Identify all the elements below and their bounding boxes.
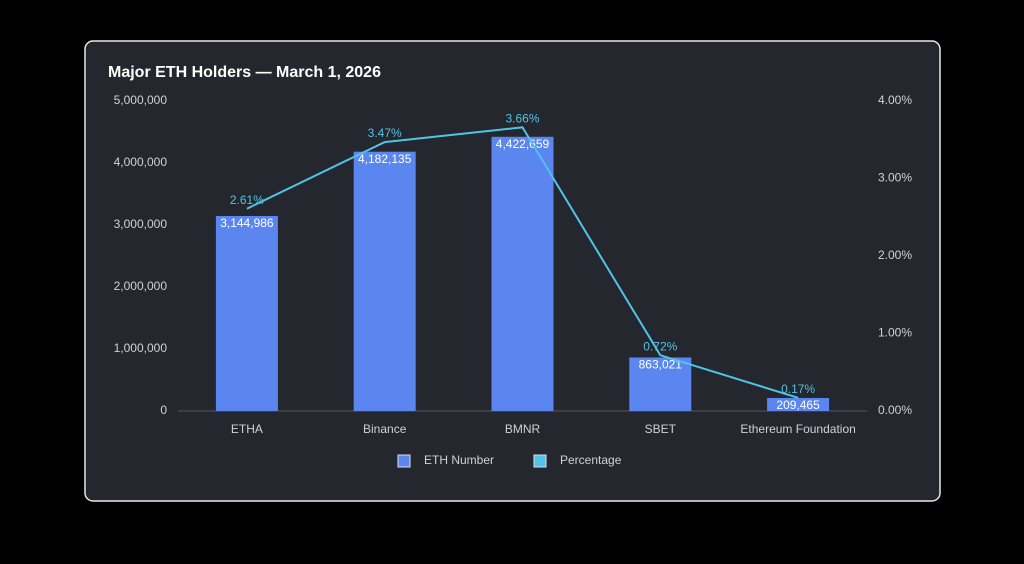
x-tick-label: ETHA xyxy=(231,422,263,436)
x-tick-label: SBET xyxy=(645,422,677,436)
x-tick-label: Binance xyxy=(363,422,407,436)
bar-value-label: 209,465 xyxy=(776,398,820,412)
line-value-label: 2.61% xyxy=(230,193,264,207)
bar-value-label: 3,144,986 xyxy=(220,216,274,230)
bar xyxy=(215,216,278,411)
bar xyxy=(767,398,830,411)
chart-title: Major ETH Holders — March 1, 2026 xyxy=(108,64,381,81)
bar xyxy=(629,357,692,411)
y-tick-label: 0 xyxy=(160,403,167,417)
legend-swatch xyxy=(533,454,547,468)
y-tick-label: 5,000,000 xyxy=(114,93,168,107)
bar-value-label: 863,021 xyxy=(639,358,683,372)
y2-tick-label: 1.00% xyxy=(878,326,912,340)
y-tick-label: 2,000,000 xyxy=(114,279,168,293)
line-value-label: 3.66% xyxy=(505,112,539,126)
line-value-label: 0.72% xyxy=(643,339,677,353)
y2-tick-label: 0.00% xyxy=(878,403,912,417)
y-tick-label: 3,000,000 xyxy=(114,217,168,231)
legend-label: ETH Number xyxy=(424,453,494,467)
y-tick-label: 1,000,000 xyxy=(114,341,168,355)
y-tick-label: 4,000,000 xyxy=(114,155,168,169)
x-tick-label: Ethereum Foundation xyxy=(740,422,855,436)
x-tick-label: BMNR xyxy=(505,422,541,436)
y2-tick-label: 2.00% xyxy=(878,248,912,262)
bar xyxy=(491,136,554,411)
bar-value-label: 4,182,135 xyxy=(358,152,412,166)
legend-swatch xyxy=(397,454,411,468)
legend-label: Percentage xyxy=(560,453,622,467)
y2-tick-label: 4.00% xyxy=(878,93,912,107)
y2-tick-label: 3.00% xyxy=(878,171,912,185)
bar xyxy=(353,151,416,411)
bar-value-label: 4,422,659 xyxy=(496,137,550,151)
line xyxy=(246,126,799,399)
line-value-label: 0.17% xyxy=(781,382,815,396)
line-value-label: 3.47% xyxy=(368,126,402,140)
